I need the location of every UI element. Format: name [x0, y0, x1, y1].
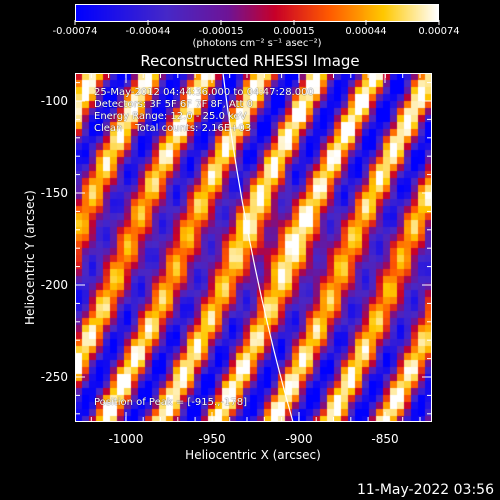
- timestamp: 11-May-2022 03:56: [356, 482, 494, 498]
- energy-range-text: Energy Range: 12.0 - 25.0 keV: [94, 111, 247, 122]
- colorbar-tick-label: 0.00015: [273, 26, 315, 37]
- y-tick-label: -150: [40, 186, 68, 200]
- colorbar-tick-label: -0.00015: [198, 26, 244, 37]
- x-tick-label: -1000: [108, 432, 144, 446]
- x-tick-label: -900: [285, 432, 313, 446]
- colorbar-tick-label: 0.00044: [345, 26, 387, 37]
- x-tick-label: -850: [371, 432, 399, 446]
- peak-position-text: Position of Peak = [-915.,-178]: [94, 397, 247, 408]
- colorbar-tick-label: 0.00074: [418, 26, 460, 37]
- y-tick-label: -250: [40, 370, 68, 384]
- x-tick-label: -950: [198, 432, 226, 446]
- colorbar-ticks: [74, 20, 440, 25]
- colorbar-units: (photons cm⁻² s⁻¹ asec⁻²): [192, 38, 322, 49]
- y-tick-label: -200: [40, 278, 68, 292]
- time-range-text: 25-May-2012 04:44:36.000 to 04:47:28.000: [94, 87, 314, 98]
- solar-limb: [222, 73, 294, 422]
- frame-border: [75, 73, 432, 422]
- detectors-text: Detectors: 3F 5F 6F 7F 8F, Att 0: [94, 99, 254, 110]
- y-tick-label: -100: [40, 94, 68, 108]
- colorbar-tick-label: -0.00074: [52, 26, 98, 37]
- x-axis-label: Heliocentric X (arcsec): [185, 448, 321, 462]
- colorbar: [75, 4, 439, 22]
- plot-frame: [75, 73, 432, 422]
- clean-counts-text: Clean Total counts: 2.16E+03: [94, 123, 252, 134]
- colorbar-tick-label: -0.00044: [125, 26, 171, 37]
- plot-title: Reconstructed RHESSI Image: [140, 52, 360, 70]
- rhessi-image: [75, 73, 432, 422]
- y-axis-label: Heliocentric Y (arcsec): [23, 190, 37, 325]
